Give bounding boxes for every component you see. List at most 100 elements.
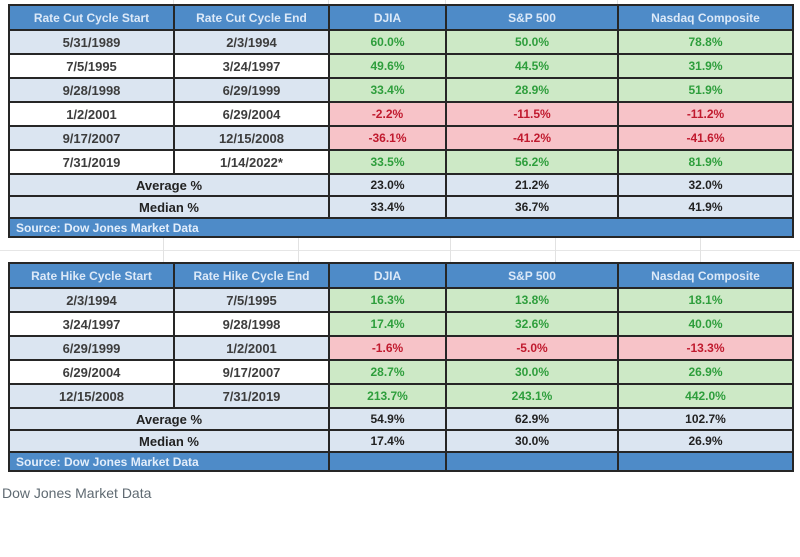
header-sp500: S&P 500 — [445, 262, 619, 289]
gridline — [555, 238, 556, 262]
median-sp500: 36.7% — [445, 195, 619, 219]
gridline — [298, 238, 299, 262]
djia-return: 33.4% — [328, 77, 447, 103]
source-blank-cell — [617, 451, 794, 472]
header-sp500: S&P 500 — [445, 4, 619, 31]
average-sp500: 21.2% — [445, 173, 619, 197]
median-nasdaq: 41.9% — [617, 195, 794, 219]
table-row: 6/29/1999 1/2/2001 -1.6% -5.0% -13.3% — [8, 335, 794, 361]
rate-cut-header-row: Rate Cut Cycle Start Rate Cut Cycle End … — [8, 4, 794, 31]
median-row: Median % 33.4% 36.7% 41.9% — [8, 195, 794, 219]
table-row: 2/3/1994 7/5/1995 16.3% 13.8% 18.1% — [8, 287, 794, 313]
djia-return: -2.2% — [328, 101, 447, 127]
source-label: Source: Dow Jones Market Data — [8, 217, 794, 238]
table-row: 12/15/2008 7/31/2019 213.7% 243.1% 442.0… — [8, 383, 794, 409]
cycle-start-date: 9/28/1998 — [8, 77, 175, 103]
header-nasdaq: Nasdaq Composite — [617, 4, 794, 31]
table-row: 7/31/2019 1/14/2022* 33.5% 56.2% 81.9% — [8, 149, 794, 175]
djia-return: 16.3% — [328, 287, 447, 313]
nasdaq-return: -13.3% — [617, 335, 794, 361]
table-row: 5/31/1989 2/3/1994 60.0% 50.0% 78.8% — [8, 29, 794, 55]
header-djia: DJIA — [328, 262, 447, 289]
average-djia: 23.0% — [328, 173, 447, 197]
average-djia: 54.9% — [328, 407, 447, 431]
sp500-return: 243.1% — [445, 383, 619, 409]
spreadsheet-gridlines-top — [0, 0, 800, 4]
gridline — [450, 238, 451, 262]
gridline — [328, 0, 329, 4]
djia-return: 213.7% — [328, 383, 447, 409]
cycle-end-date: 7/5/1995 — [173, 287, 330, 313]
cycle-start-date: 6/29/2004 — [8, 359, 175, 385]
header-cycle-end: Rate Cut Cycle End — [173, 4, 330, 31]
source-label: Source: Dow Jones Market Data — [8, 451, 330, 472]
cycle-start-date: 3/24/1997 — [8, 311, 175, 337]
spreadsheet-gridlines-gap — [0, 238, 800, 262]
table-row: 9/28/1998 6/29/1999 33.4% 28.9% 51.9% — [8, 77, 794, 103]
header-djia: DJIA — [328, 4, 447, 31]
table-row: 1/2/2001 6/29/2004 -2.2% -11.5% -11.2% — [8, 101, 794, 127]
cycle-start-date: 7/5/1995 — [8, 53, 175, 79]
djia-return: 60.0% — [328, 29, 447, 55]
cycle-end-date: 6/29/1999 — [173, 77, 330, 103]
sp500-return: 30.0% — [445, 359, 619, 385]
cycle-end-date: 3/24/1997 — [173, 53, 330, 79]
source-row: Source: Dow Jones Market Data — [8, 451, 794, 472]
header-nasdaq: Nasdaq Composite — [617, 262, 794, 289]
djia-return: 17.4% — [328, 311, 447, 337]
sp500-return: 32.6% — [445, 311, 619, 337]
rate-cut-rows: 5/31/1989 2/3/1994 60.0% 50.0% 78.8% 7/5… — [8, 29, 794, 175]
cycle-start-date: 9/17/2007 — [8, 125, 175, 151]
sp500-return: 13.8% — [445, 287, 619, 313]
nasdaq-return: 40.0% — [617, 311, 794, 337]
rate-hike-rows: 2/3/1994 7/5/1995 16.3% 13.8% 18.1% 3/24… — [8, 287, 794, 409]
nasdaq-return: 78.8% — [617, 29, 794, 55]
median-label: Median % — [8, 195, 330, 219]
cycle-end-date: 9/17/2007 — [173, 359, 330, 385]
table-row: 7/5/1995 3/24/1997 49.6% 44.5% 31.9% — [8, 53, 794, 79]
cycle-start-date: 6/29/1999 — [8, 335, 175, 361]
cycle-end-date: 6/29/2004 — [173, 101, 330, 127]
rate-hike-summary: Average % 54.9% 62.9% 102.7% Median % 17… — [8, 407, 794, 472]
nasdaq-return: -41.6% — [617, 125, 794, 151]
cycle-start-date: 5/31/1989 — [8, 29, 175, 55]
rate-hike-header-row: Rate Hike Cycle Start Rate Hike Cycle En… — [8, 262, 794, 289]
sp500-return: 28.9% — [445, 77, 619, 103]
nasdaq-return: 81.9% — [617, 149, 794, 175]
gridline — [700, 238, 701, 262]
gridline — [617, 0, 618, 4]
median-djia: 33.4% — [328, 195, 447, 219]
gridline — [0, 250, 800, 251]
source-blank-cell — [328, 451, 447, 472]
cycle-end-date: 1/2/2001 — [173, 335, 330, 361]
caption-attribution: Dow Jones Market Data — [2, 485, 152, 501]
header-cycle-start: Rate Cut Cycle Start — [8, 4, 175, 31]
gridline — [163, 238, 164, 262]
sp500-return: -11.5% — [445, 101, 619, 127]
average-label: Average % — [8, 173, 330, 197]
sp500-return: -5.0% — [445, 335, 619, 361]
source-row: Source: Dow Jones Market Data — [8, 217, 794, 238]
nasdaq-return: 26.9% — [617, 359, 794, 385]
gridline — [173, 0, 174, 4]
cycle-start-date: 1/2/2001 — [8, 101, 175, 127]
average-nasdaq: 102.7% — [617, 407, 794, 431]
median-row: Median % 17.4% 30.0% 26.9% — [8, 429, 794, 453]
nasdaq-return: 18.1% — [617, 287, 794, 313]
sp500-return: 50.0% — [445, 29, 619, 55]
cycle-end-date: 1/14/2022* — [173, 149, 330, 175]
cycle-start-date: 2/3/1994 — [8, 287, 175, 313]
sp500-return: 56.2% — [445, 149, 619, 175]
table-row: 3/24/1997 9/28/1998 17.4% 32.6% 40.0% — [8, 311, 794, 337]
cycle-start-date: 12/15/2008 — [8, 383, 175, 409]
nasdaq-return: 31.9% — [617, 53, 794, 79]
median-djia: 17.4% — [328, 429, 447, 453]
djia-return: 28.7% — [328, 359, 447, 385]
table-row: 6/29/2004 9/17/2007 28.7% 30.0% 26.9% — [8, 359, 794, 385]
gridline — [445, 0, 446, 4]
djia-return: -36.1% — [328, 125, 447, 151]
rate-cut-summary: Average % 23.0% 21.2% 32.0% Median % 33.… — [8, 173, 794, 238]
median-label: Median % — [8, 429, 330, 453]
average-nasdaq: 32.0% — [617, 173, 794, 197]
